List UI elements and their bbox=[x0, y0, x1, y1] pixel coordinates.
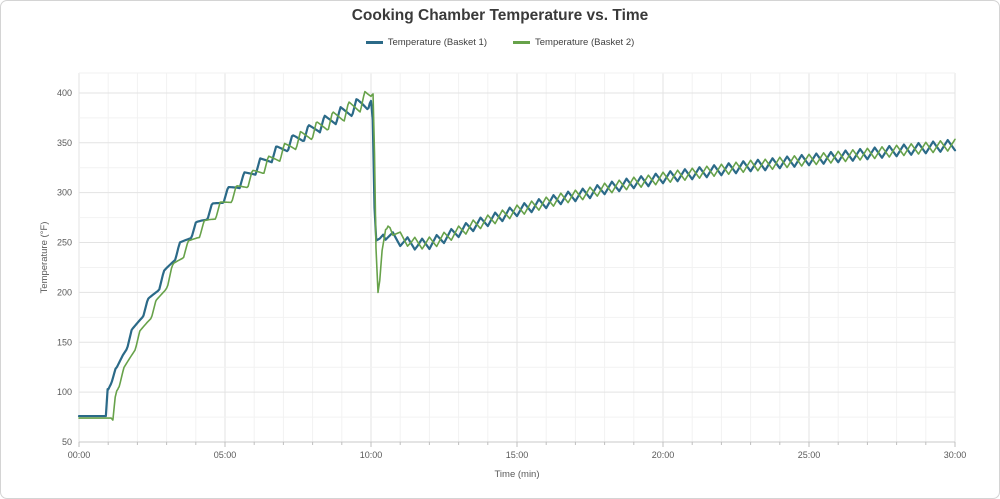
series-line-basket-1 bbox=[77, 98, 957, 418]
y-tick-label: 50 bbox=[62, 437, 72, 447]
legend: Temperature (Basket 1) Temperature (Bask… bbox=[0, 37, 1000, 48]
x-tick-label: 20:00 bbox=[652, 450, 675, 460]
legend-swatch-basket-1 bbox=[365, 41, 383, 44]
x-tick-label: 30:00 bbox=[944, 450, 967, 460]
series-line-basket-2 bbox=[78, 90, 956, 421]
y-tick-label: 400 bbox=[57, 88, 72, 98]
x-axis-title: Time (min) bbox=[494, 469, 539, 480]
y-tick-label: 350 bbox=[57, 138, 72, 148]
x-tick-label: 25:00 bbox=[798, 450, 821, 460]
legend-entry-basket-1: Temperature (Basket 1) bbox=[365, 37, 487, 48]
chart-title: Cooking Chamber Temperature vs. Time bbox=[351, 7, 649, 24]
x-tick-label: 00:00 bbox=[68, 450, 91, 460]
y-tick-label: 200 bbox=[57, 287, 72, 297]
y-tick-label: 300 bbox=[57, 188, 72, 198]
y-tick-label: 100 bbox=[57, 387, 72, 397]
x-tick-label: 15:00 bbox=[506, 450, 529, 460]
legend-swatch-basket-2 bbox=[513, 41, 530, 44]
legend-label-basket-2: Temperature (Basket 2) bbox=[535, 37, 635, 48]
y-tick-label: 150 bbox=[57, 337, 72, 347]
y-tick-label: 250 bbox=[57, 238, 72, 248]
x-tick-label: 05:00 bbox=[214, 450, 237, 460]
legend-label-basket-1: Temperature (Basket 1) bbox=[387, 37, 487, 48]
legend-entry-basket-2: Temperature (Basket 2) bbox=[513, 37, 634, 48]
x-tick-label: 10:00 bbox=[360, 450, 383, 460]
y-axis-title: Temperature (°F) bbox=[39, 222, 50, 294]
